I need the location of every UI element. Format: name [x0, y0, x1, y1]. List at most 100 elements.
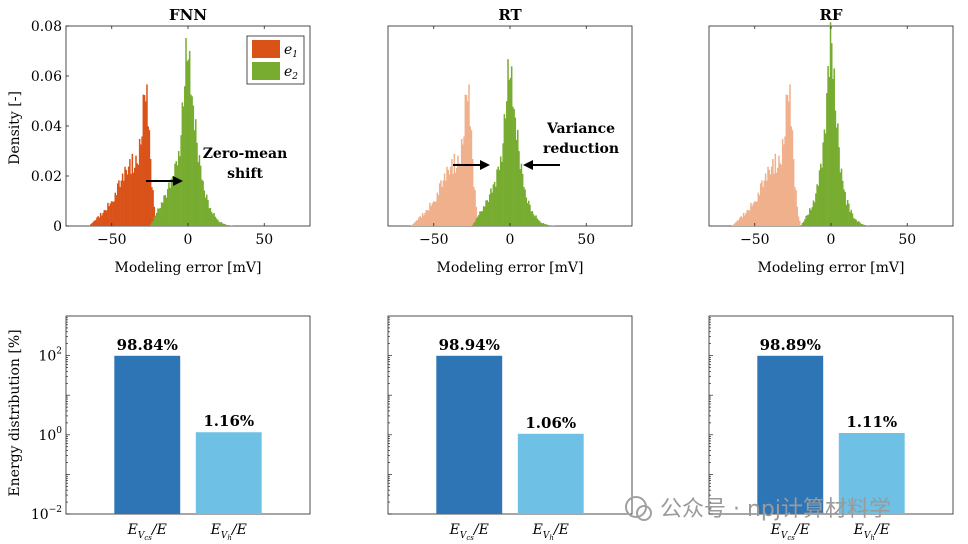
histogram-bin [438, 183, 441, 226]
histogram-bin [426, 210, 429, 226]
histogram-bin [469, 126, 471, 226]
histogram-bin [477, 215, 480, 226]
histogram-bin [142, 94, 145, 226]
histogram-bin [99, 212, 102, 226]
histogram-bin [148, 130, 151, 226]
histogram-bin [226, 225, 229, 226]
histogram-bin [838, 147, 840, 226]
histogram-bin [160, 202, 163, 226]
histogram-bin [520, 163, 523, 226]
histogram-bin [108, 206, 110, 226]
histogram-bin [548, 225, 551, 226]
bar-data-label: 98.84% [117, 336, 178, 354]
annotation-text-reduction: reduction [543, 141, 619, 157]
histogram-bin [410, 225, 413, 226]
x-tick-label: −50 [419, 232, 449, 248]
series-e2 [800, 22, 870, 227]
histogram-bin [121, 173, 124, 226]
histogram-bin [209, 207, 212, 226]
histogram-bin [756, 201, 758, 226]
histogram-bin [203, 190, 206, 226]
histogram-bin [149, 224, 152, 226]
wechat-icon-bubble [636, 505, 652, 521]
histogram-bin [449, 166, 452, 226]
histogram-bin [804, 219, 806, 226]
histogram-bin [445, 180, 447, 226]
histogram-bin [480, 211, 482, 226]
legend-swatch-e2 [252, 62, 280, 80]
annotation-text-variance: Variance [546, 121, 615, 137]
histogram-bin [509, 77, 512, 227]
histogram-bin [513, 108, 515, 226]
histogram-bin [115, 195, 118, 226]
histogram-bin [810, 210, 812, 226]
histogram-bin [510, 66, 513, 226]
histogram-bin [199, 165, 202, 226]
histogram-bin [829, 22, 832, 227]
histogram-bin [129, 159, 131, 226]
histogram-bin [198, 155, 201, 226]
histogram-bin [741, 217, 744, 226]
histogram-bin [523, 186, 525, 226]
variance-arrowhead-right [523, 160, 533, 170]
histogram-bin [223, 223, 225, 226]
histogram-bin [165, 197, 168, 226]
histogram-bin [731, 225, 734, 226]
histogram-bin [166, 189, 169, 226]
histogram-bin [187, 59, 190, 227]
histogram-bin [185, 38, 187, 227]
histogram-bin [464, 94, 467, 226]
histogram-bin [103, 210, 106, 226]
histogram-bin [441, 186, 443, 226]
histogram-bin [435, 201, 437, 226]
bar-data-label: 1.16% [203, 412, 254, 430]
plot-area-fnn-energy: 98.84% EVcs/E 1.16% EVh/E 10−2 100 102 [31, 315, 311, 542]
histogram-bin [225, 224, 228, 226]
series-e1 [410, 84, 480, 226]
x-axis-label-rf: Modeling error [mV] [758, 260, 905, 276]
histogram-bin [859, 222, 861, 226]
histogram-bin [458, 163, 460, 226]
histogram-bin [174, 163, 176, 226]
histogram-bin [824, 133, 827, 226]
histogram-bin [454, 172, 457, 226]
histogram-bin [462, 144, 464, 226]
histogram-bin [475, 206, 478, 226]
histogram-bin [508, 80, 510, 226]
histogram-bin [815, 193, 817, 226]
y-tick-label: 0.06 [31, 69, 62, 85]
histogram-bin [532, 214, 535, 226]
histogram-bin [545, 224, 547, 226]
histogram-bin [102, 212, 104, 226]
histogram-bin [221, 223, 224, 226]
histogram-bin [521, 173, 524, 226]
histogram-bin [745, 212, 747, 226]
histogram-bin [473, 187, 475, 226]
histogram-bin [190, 94, 192, 226]
histogram-bin [125, 169, 127, 226]
histogram-bin [196, 142, 198, 226]
histogram-bin [440, 180, 442, 226]
histogram-bin [97, 216, 99, 226]
histogram-bin [547, 225, 550, 226]
histogram-bin [485, 200, 487, 226]
histogram-bin [784, 136, 786, 226]
histogram-bin [104, 210, 107, 226]
histogram-bin [546, 224, 548, 226]
histogram-bin [420, 217, 423, 226]
y-tick-label: 100 [38, 426, 62, 444]
histogram-bin [170, 178, 173, 226]
histogram-bin [797, 216, 800, 226]
histogram-bin [465, 95, 468, 226]
histogram-bin [783, 144, 785, 226]
bar-data-label: 98.89% [760, 336, 821, 354]
histogram-bin [482, 206, 485, 226]
histogram-bin [424, 212, 426, 226]
histogram-bin [823, 129, 826, 226]
histogram-bin [158, 208, 160, 226]
histogram-bin [757, 192, 760, 226]
histogram-bin [179, 156, 181, 226]
histogram-bin [772, 159, 774, 226]
histogram-bin [855, 219, 857, 226]
